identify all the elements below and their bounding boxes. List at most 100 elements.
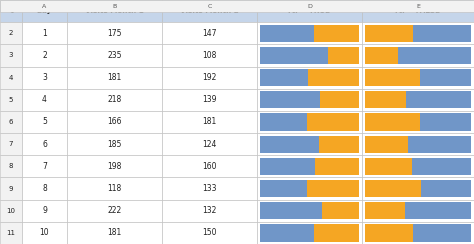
- Bar: [0, 44, 22, 67]
- Bar: [0, 222, 22, 244]
- Text: 181: 181: [108, 73, 122, 82]
- Bar: [162, 155, 257, 177]
- Text: rtl = TRUE: rtl = TRUE: [289, 8, 330, 14]
- Bar: [260, 69, 308, 86]
- Bar: [362, 67, 474, 89]
- Bar: [365, 47, 398, 64]
- Bar: [257, 0, 362, 22]
- Text: 10: 10: [40, 228, 49, 237]
- Text: 132: 132: [202, 206, 217, 215]
- Text: 1: 1: [9, 8, 13, 14]
- Bar: [257, 177, 362, 200]
- Text: 147: 147: [202, 29, 217, 38]
- Bar: [365, 202, 404, 219]
- Bar: [162, 89, 257, 111]
- Bar: [260, 91, 320, 108]
- Text: 4: 4: [42, 95, 47, 104]
- Text: 3: 3: [9, 52, 13, 59]
- Bar: [413, 25, 471, 42]
- Bar: [0, 22, 22, 44]
- Text: 175: 175: [107, 29, 122, 38]
- Bar: [67, 22, 162, 44]
- Bar: [408, 136, 471, 153]
- Bar: [362, 111, 474, 133]
- Bar: [260, 180, 307, 197]
- Text: 166: 166: [107, 118, 122, 126]
- Bar: [22, 222, 67, 244]
- Text: 118: 118: [108, 184, 122, 193]
- Bar: [314, 224, 359, 242]
- Bar: [257, 89, 362, 111]
- Text: 222: 222: [108, 206, 122, 215]
- Text: 7: 7: [9, 141, 13, 147]
- Bar: [162, 0, 257, 22]
- Bar: [162, 44, 257, 67]
- Bar: [365, 25, 413, 42]
- Bar: [362, 89, 474, 111]
- Text: Visits Month 1: Visits Month 1: [85, 8, 144, 14]
- Text: 185: 185: [107, 140, 122, 149]
- Bar: [22, 133, 67, 155]
- Bar: [260, 47, 328, 64]
- Bar: [0, 177, 22, 200]
- Text: 1: 1: [42, 29, 47, 38]
- Text: 10: 10: [7, 208, 16, 214]
- Text: 124: 124: [202, 140, 217, 149]
- Text: 11: 11: [7, 230, 16, 236]
- Bar: [67, 200, 162, 222]
- Text: 139: 139: [202, 95, 217, 104]
- Bar: [319, 136, 359, 153]
- Bar: [398, 47, 471, 64]
- Bar: [406, 91, 471, 108]
- Text: 5: 5: [42, 118, 47, 126]
- Bar: [413, 224, 471, 242]
- Text: 150: 150: [202, 228, 217, 237]
- Bar: [365, 113, 420, 131]
- Bar: [412, 158, 471, 175]
- Bar: [362, 222, 474, 244]
- Bar: [362, 0, 474, 22]
- Text: 5: 5: [9, 97, 13, 103]
- Bar: [22, 200, 67, 222]
- Bar: [365, 158, 412, 175]
- Bar: [67, 177, 162, 200]
- Bar: [0, 133, 22, 155]
- Bar: [307, 113, 359, 131]
- Text: 181: 181: [108, 228, 122, 237]
- Bar: [67, 155, 162, 177]
- Bar: [260, 25, 314, 42]
- Bar: [308, 69, 359, 86]
- Bar: [162, 22, 257, 44]
- Text: 133: 133: [202, 184, 217, 193]
- Bar: [162, 67, 257, 89]
- Text: C: C: [207, 3, 212, 9]
- Bar: [0, 89, 22, 111]
- Bar: [67, 0, 162, 22]
- Text: 192: 192: [202, 73, 217, 82]
- Bar: [162, 133, 257, 155]
- Bar: [22, 89, 67, 111]
- Bar: [260, 136, 319, 153]
- Text: Visits Month 2: Visits Month 2: [180, 8, 239, 14]
- Bar: [67, 67, 162, 89]
- Bar: [0, 111, 22, 133]
- Bar: [365, 69, 419, 86]
- Bar: [22, 177, 67, 200]
- Bar: [67, 44, 162, 67]
- Text: 3: 3: [42, 73, 47, 82]
- Bar: [162, 222, 257, 244]
- Bar: [257, 67, 362, 89]
- Bar: [22, 22, 67, 44]
- Bar: [67, 133, 162, 155]
- Bar: [421, 180, 471, 197]
- Text: 7: 7: [42, 162, 47, 171]
- Text: E: E: [416, 3, 420, 9]
- Text: 218: 218: [108, 95, 122, 104]
- Bar: [257, 44, 362, 67]
- Text: A: A: [42, 3, 46, 9]
- Bar: [419, 69, 471, 86]
- Bar: [362, 133, 474, 155]
- Bar: [260, 224, 314, 242]
- Text: 9: 9: [42, 206, 47, 215]
- Bar: [257, 111, 362, 133]
